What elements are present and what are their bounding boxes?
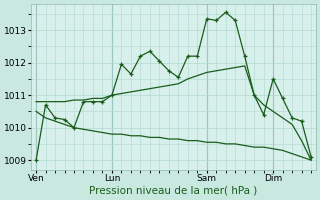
X-axis label: Pression niveau de la mer( hPa ): Pression niveau de la mer( hPa ) — [90, 186, 258, 196]
